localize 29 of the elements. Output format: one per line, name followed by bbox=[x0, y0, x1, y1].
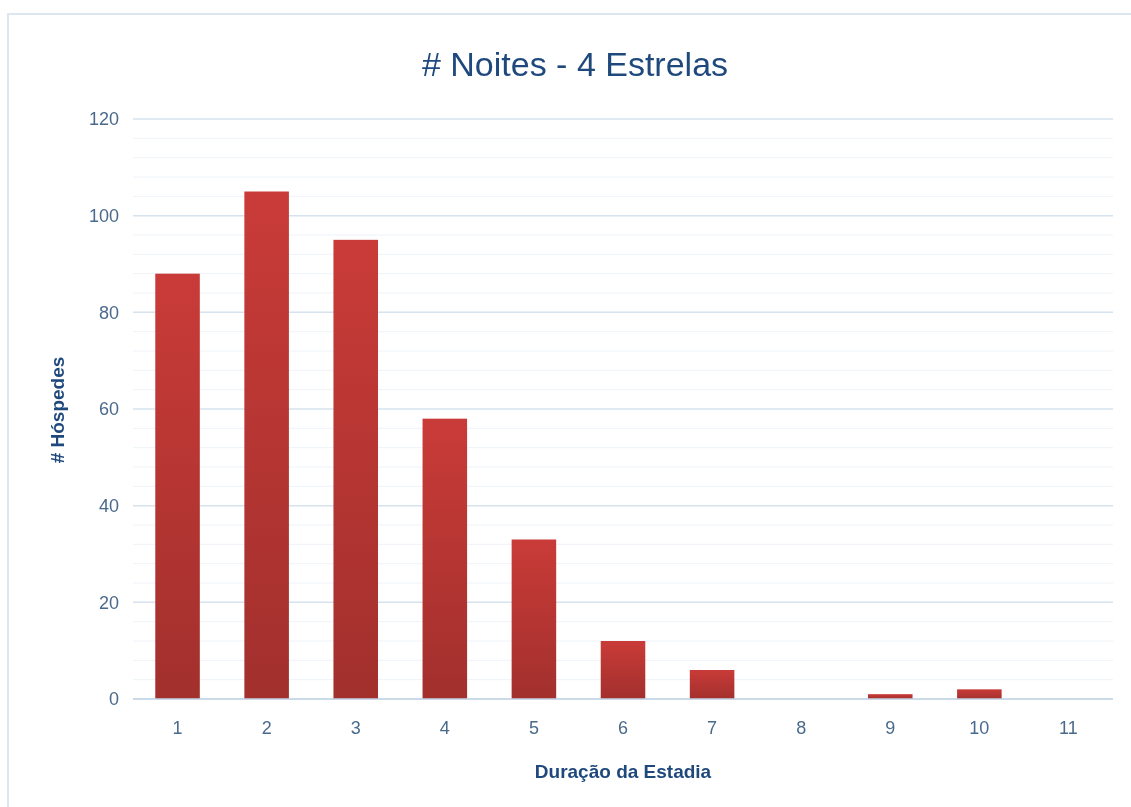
bar bbox=[422, 418, 468, 699]
x-axis-title: Duração da Estadia bbox=[534, 761, 712, 782]
x-tick-label: 7 bbox=[707, 717, 718, 738]
y-tick-label: 60 bbox=[98, 399, 119, 420]
bar bbox=[600, 641, 646, 699]
x-tick-label: 11 bbox=[1059, 717, 1078, 738]
bar bbox=[689, 670, 735, 699]
x-tick-label: 4 bbox=[439, 717, 450, 738]
x-tick-label: 1 bbox=[172, 717, 183, 738]
y-axis-title: # Hóspedes bbox=[47, 356, 68, 464]
bar bbox=[155, 273, 200, 699]
y-tick-label: 100 bbox=[88, 205, 119, 226]
x-tick-label: 3 bbox=[350, 717, 361, 738]
x-tick-label: 10 bbox=[969, 717, 990, 738]
y-tick-label: 20 bbox=[98, 592, 119, 613]
x-tick-label: 9 bbox=[885, 717, 896, 738]
y-tick-label: 80 bbox=[98, 302, 119, 323]
bar bbox=[244, 191, 289, 699]
x-tick-label: 6 bbox=[617, 717, 629, 738]
y-tick-label: 40 bbox=[98, 495, 119, 516]
chart-title: # Noites - 4 Estrelas bbox=[421, 45, 729, 83]
bar bbox=[957, 689, 1002, 699]
x-tick-label: 2 bbox=[261, 717, 272, 738]
bar bbox=[511, 539, 557, 699]
y-tick-label: 120 bbox=[88, 109, 119, 130]
y-tick-label: 0 bbox=[108, 689, 119, 710]
x-tick-label: 8 bbox=[796, 717, 807, 738]
bar bbox=[333, 239, 378, 699]
x-tick-label: 5 bbox=[528, 717, 539, 738]
